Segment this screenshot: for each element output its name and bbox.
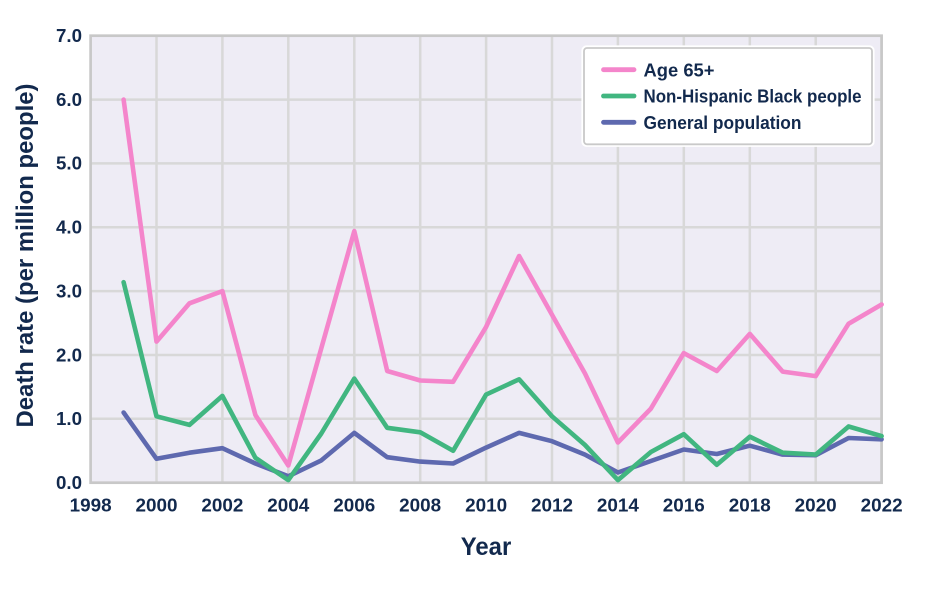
svg-text:7.0: 7.0 xyxy=(56,25,82,46)
svg-text:1.0: 1.0 xyxy=(56,408,82,429)
svg-text:General population: General population xyxy=(644,112,802,133)
svg-text:2008: 2008 xyxy=(399,494,441,515)
svg-text:2020: 2020 xyxy=(795,494,837,515)
svg-text:3.0: 3.0 xyxy=(56,280,82,301)
svg-text:2018: 2018 xyxy=(729,494,771,515)
svg-text:Year: Year xyxy=(461,533,512,561)
svg-text:6.0: 6.0 xyxy=(56,89,82,110)
svg-text:2022: 2022 xyxy=(861,494,903,515)
svg-text:2000: 2000 xyxy=(136,494,178,515)
svg-text:1998: 1998 xyxy=(70,494,112,515)
svg-text:0.0: 0.0 xyxy=(56,472,82,493)
svg-text:4.0: 4.0 xyxy=(56,217,82,238)
svg-text:2014: 2014 xyxy=(597,494,640,515)
svg-text:2004: 2004 xyxy=(267,494,310,515)
svg-text:2.0: 2.0 xyxy=(56,344,82,365)
svg-text:Death rate (per million people: Death rate (per million people) xyxy=(12,84,39,428)
svg-text:5.0: 5.0 xyxy=(56,153,82,174)
svg-text:2010: 2010 xyxy=(465,494,507,515)
svg-text:2002: 2002 xyxy=(201,494,243,515)
svg-text:2006: 2006 xyxy=(333,494,375,515)
svg-text:Non-Hispanic Black people: Non-Hispanic Black people xyxy=(644,86,862,107)
svg-text:2016: 2016 xyxy=(663,494,705,515)
svg-text:Age 65+: Age 65+ xyxy=(644,59,715,80)
svg-text:2012: 2012 xyxy=(531,494,573,515)
